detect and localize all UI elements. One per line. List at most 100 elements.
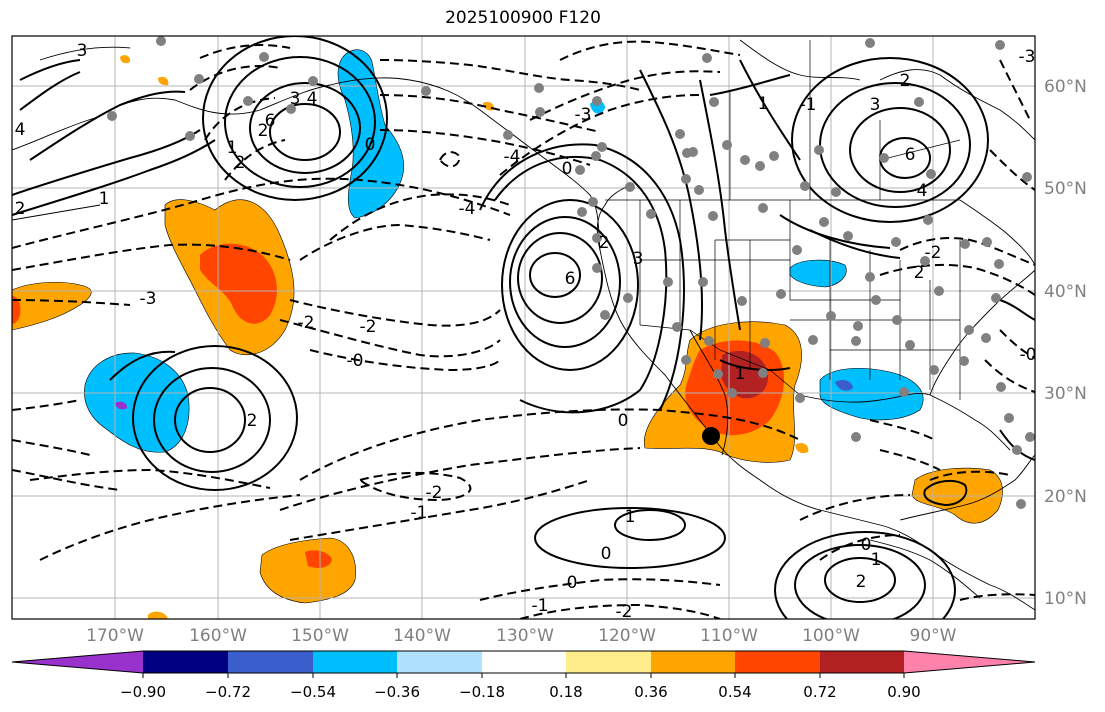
colorbar-extend-high [904, 651, 1035, 673]
contour-label: 2 [15, 199, 26, 219]
colorbar [11, 650, 1036, 678]
contour-label: 1 [99, 189, 110, 209]
colorbar-cell [651, 651, 735, 673]
contour-label: 3 [290, 89, 301, 109]
lon-label-130w: 130°W [496, 626, 554, 646]
contour-label: -3 [140, 289, 157, 309]
colorbar-cell [228, 651, 313, 673]
colorbar-cell [143, 651, 228, 673]
fill-orange-alaska-dot [120, 55, 131, 64]
contour-label: -2 [426, 483, 443, 503]
contour-label: 1 [871, 550, 882, 570]
colorbar-tick: 0.72 [803, 683, 837, 701]
lon-label-140w: 140°W [393, 626, 451, 646]
contour-label: 1 [758, 94, 769, 114]
fill-orange-alaska-dot2 [158, 76, 169, 86]
colorbar-tick: −0.36 [374, 683, 420, 701]
contour-label: 2 [258, 121, 269, 141]
lat-label-60n: 60°N [1044, 77, 1087, 97]
contour-label: -4 [504, 147, 521, 167]
fill-orange-bottom-left [148, 611, 168, 619]
contour-label: 0 [567, 573, 578, 593]
contour-label: -1 [411, 503, 428, 523]
fill-orange-west-edge [12, 281, 92, 331]
colorbar-cell [313, 651, 397, 673]
contour-labels: 3 4 2 1 2 6 3 4 2 1 0 -3 -2 -2 -0 -4 6 3… [15, 41, 1037, 622]
fill-orange-gulf-small [795, 442, 809, 454]
contour-label: -1 [800, 95, 817, 115]
contour-label: -2 [925, 243, 942, 263]
contour-label: 3 [870, 95, 881, 115]
contour-label: -4 [459, 199, 476, 219]
fill-violet-hawaii [115, 401, 127, 410]
fill-redorange-west-edge [12, 296, 21, 324]
lon-label-100w: 100°W [802, 626, 860, 646]
colorbar-tick: 0.54 [718, 683, 752, 701]
contour-label: 6 [905, 145, 916, 165]
colorbar-cell [820, 651, 904, 673]
fill-sky-plains [789, 259, 847, 288]
fill-blue-gulf-coast [835, 380, 853, 391]
lon-label-160w: 160°W [189, 626, 247, 646]
fill-darkred-mexico [721, 350, 769, 399]
colorbar-tick: 0.36 [634, 683, 668, 701]
contour-label: 2 [599, 233, 610, 253]
contour-label: 3 [77, 41, 88, 61]
contour-label: 2 [900, 71, 911, 91]
lat-label-20n: 20°N [1044, 487, 1087, 507]
station-markers [107, 36, 1035, 509]
colorbar-tick: 0.18 [549, 683, 583, 701]
colorbar-cell [482, 651, 566, 673]
colorbar-cell [566, 651, 651, 673]
contour-label: 6 [565, 269, 576, 289]
colorbar-tick: 0.90 [887, 683, 921, 701]
contour-label: -2 [360, 317, 377, 337]
lon-label-170w: 170°W [86, 626, 144, 646]
colorbar-cell [397, 651, 482, 673]
contour-label: 1 [625, 507, 636, 527]
contour-label: 4 [307, 89, 318, 109]
contour-label: 0 [562, 159, 573, 179]
contour-label: 0 [601, 544, 612, 564]
colorbar-extend-low [12, 651, 143, 673]
contour-label: 1 [735, 364, 746, 384]
lon-label-110w: 110°W [700, 626, 758, 646]
fill-redorange-central-pacific [200, 243, 277, 324]
contour-label: -2 [298, 313, 315, 333]
contour-label: 0 [618, 411, 629, 431]
contour-label: -3 [1019, 47, 1036, 67]
contour-label: -1 [532, 596, 549, 616]
lat-label-10n: 10°N [1044, 589, 1087, 609]
lat-label-40n: 40°N [1044, 282, 1087, 302]
contour-label: 4 [15, 120, 26, 140]
graticule [12, 36, 1035, 619]
lon-label-90w: 90°W [909, 626, 957, 646]
map-frame [11, 35, 1036, 620]
colorbar-tick: −0.72 [205, 683, 251, 701]
colorbar-cell [735, 651, 820, 673]
contour-label: 2 [247, 411, 258, 431]
fill-sky-hawaii-region [84, 352, 190, 453]
map-title: 2025100900 F120 [445, 8, 601, 28]
contour-label: -0 [347, 351, 364, 371]
colorbar-tick: −0.54 [290, 683, 336, 701]
lat-label-30n: 30°N [1044, 384, 1087, 404]
contour-label: -0 [1020, 345, 1037, 365]
fill-orange-south-pacific [259, 537, 356, 604]
colorbar-tick: −0.18 [459, 683, 505, 701]
fill-redorange-south-pacific [305, 550, 332, 568]
contour-label: 2 [856, 572, 867, 592]
contour-label: -2 [616, 602, 633, 622]
lon-label-120w: 120°W [598, 626, 656, 646]
contour-label: 3 [633, 249, 644, 269]
positive-contours [12, 36, 1035, 619]
highlight-point [702, 427, 720, 445]
contour-label: 4 [917, 181, 928, 201]
contour-label: 2 [235, 153, 246, 173]
fill-sky-gulf-alaska [337, 49, 405, 219]
contour-label: 0 [365, 135, 376, 155]
contour-label: 0 [861, 535, 872, 555]
colorbar-tick: −0.90 [120, 683, 166, 701]
lon-label-150w: 150°W [291, 626, 349, 646]
